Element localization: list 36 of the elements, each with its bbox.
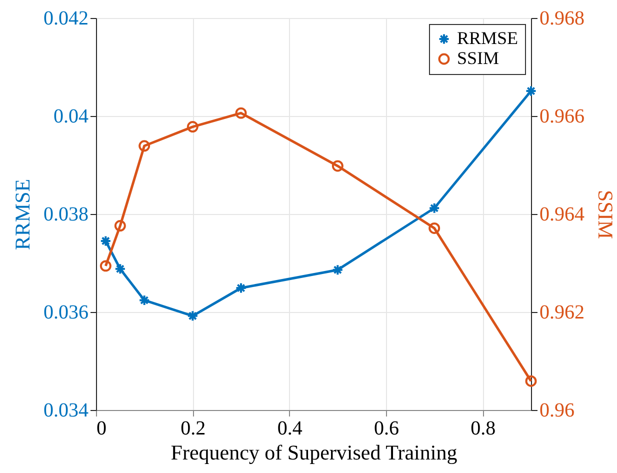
x-tick-label: 0.6 — [374, 418, 399, 440]
y-tick-label: 0.04 — [54, 106, 88, 128]
point — [332, 160, 344, 172]
x-tick-label: 0 — [96, 418, 106, 440]
x-tick-label: 0.4 — [277, 418, 302, 440]
point — [525, 85, 537, 97]
point — [100, 235, 112, 247]
y-tick-label: 0.034 — [44, 400, 88, 422]
y2-tick-label: 0.964 — [540, 204, 584, 226]
point — [235, 282, 247, 294]
point — [525, 375, 537, 387]
point — [428, 222, 440, 234]
x-tick-label: 0.8 — [470, 418, 496, 440]
y2-tick-label: 0.962 — [540, 302, 584, 324]
x-tick-label: 0.2 — [180, 418, 206, 440]
legend-label: SSIM — [457, 48, 500, 68]
point — [186, 121, 198, 133]
point — [428, 202, 440, 214]
point — [186, 310, 198, 322]
y-axis-title: RRMSE — [10, 178, 34, 250]
point — [235, 107, 247, 119]
legend-label: RRMSE — [457, 28, 518, 48]
y-tick-label: 0.042 — [44, 8, 88, 30]
y-tick-label: 0.036 — [44, 302, 88, 324]
point — [332, 264, 344, 276]
y-tick-label: 0.038 — [44, 204, 88, 226]
y2-tick-label: 0.966 — [540, 106, 584, 128]
y2-axis-title: SSIM — [594, 190, 617, 240]
y2-tick-label: 0.968 — [540, 8, 584, 30]
point — [138, 140, 150, 152]
point — [100, 260, 112, 272]
point — [114, 263, 126, 275]
point — [138, 294, 150, 306]
point — [114, 220, 126, 232]
y2-tick-label: 0.96 — [540, 400, 574, 422]
x-axis-title: Frequency of Supervised Training — [170, 440, 458, 464]
